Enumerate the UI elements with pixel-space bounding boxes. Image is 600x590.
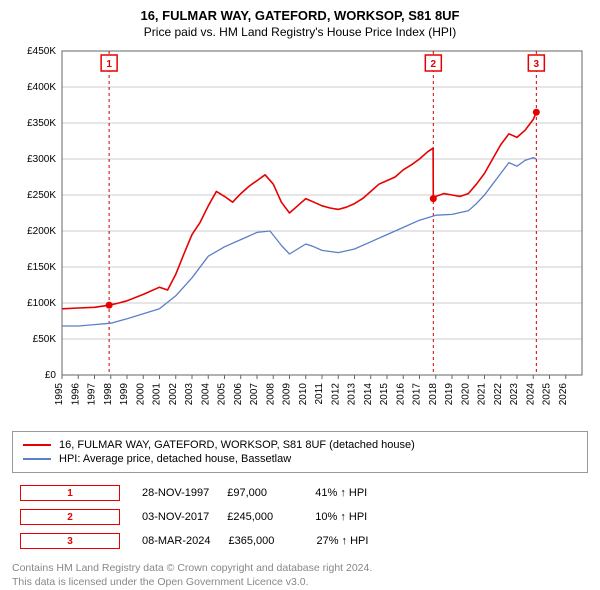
svg-text:2001: 2001 <box>152 383 163 406</box>
svg-text:2002: 2002 <box>168 383 179 406</box>
event-row: 3 08-MAR-2024 £365,000 27% ↑ HPI <box>12 529 588 553</box>
legend-swatch <box>23 444 51 446</box>
svg-text:2008: 2008 <box>265 383 276 406</box>
title-address: 16, FULMAR WAY, GATEFORD, WORKSOP, S81 8… <box>12 8 588 23</box>
svg-text:£50K: £50K <box>33 334 57 345</box>
svg-text:£100K: £100K <box>27 298 56 309</box>
svg-text:1995: 1995 <box>54 383 65 406</box>
event-list: 1 28-NOV-1997 £97,000 41% ↑ HPI 2 03-NOV… <box>12 481 588 553</box>
event-row: 2 03-NOV-2017 £245,000 10% ↑ HPI <box>12 505 588 529</box>
svg-text:1997: 1997 <box>87 383 98 406</box>
svg-text:2020: 2020 <box>460 383 471 406</box>
svg-text:£150K: £150K <box>27 262 56 273</box>
chart-titles: 16, FULMAR WAY, GATEFORD, WORKSOP, S81 8… <box>12 8 588 39</box>
svg-text:2019: 2019 <box>444 383 455 406</box>
svg-text:2005: 2005 <box>217 383 228 406</box>
svg-text:2018: 2018 <box>428 383 439 406</box>
svg-text:1996: 1996 <box>70 383 81 406</box>
event-marker-icon: 1 <box>20 485 120 501</box>
svg-text:£300K: £300K <box>27 154 56 165</box>
svg-text:2006: 2006 <box>233 383 244 406</box>
svg-text:2017: 2017 <box>412 383 423 406</box>
title-subtitle: Price paid vs. HM Land Registry's House … <box>12 25 588 39</box>
event-row: 1 28-NOV-1997 £97,000 41% ↑ HPI <box>12 481 588 505</box>
svg-text:2015: 2015 <box>379 383 390 406</box>
event-price: £97,000 <box>227 487 297 499</box>
event-date: 03-NOV-2017 <box>142 511 209 523</box>
svg-text:2023: 2023 <box>509 383 520 406</box>
svg-text:2022: 2022 <box>493 383 504 406</box>
legend-item: HPI: Average price, detached house, Bass… <box>23 452 577 466</box>
event-delta: 27% ↑ HPI <box>316 535 368 547</box>
event-date: 08-MAR-2024 <box>142 535 210 547</box>
footer-line: This data is licensed under the Open Gov… <box>12 575 588 589</box>
legend-item: 16, FULMAR WAY, GATEFORD, WORKSOP, S81 8… <box>23 438 577 452</box>
footer-line: Contains HM Land Registry data © Crown c… <box>12 561 588 575</box>
event-date: 28-NOV-1997 <box>142 487 209 499</box>
svg-text:2003: 2003 <box>184 383 195 406</box>
svg-text:2014: 2014 <box>363 383 374 406</box>
svg-text:£450K: £450K <box>27 46 56 57</box>
svg-text:2: 2 <box>431 59 437 70</box>
svg-text:2016: 2016 <box>395 383 406 406</box>
svg-text:£350K: £350K <box>27 118 56 129</box>
svg-text:3: 3 <box>534 59 540 70</box>
svg-text:2011: 2011 <box>314 383 325 405</box>
svg-text:£250K: £250K <box>27 190 56 201</box>
footer-attribution: Contains HM Land Registry data © Crown c… <box>12 561 588 589</box>
event-marker-icon: 2 <box>20 509 120 525</box>
svg-text:2026: 2026 <box>558 383 569 406</box>
svg-text:2009: 2009 <box>282 383 293 406</box>
event-price: £365,000 <box>228 535 298 547</box>
svg-text:2012: 2012 <box>330 383 341 406</box>
chart-container: 16, FULMAR WAY, GATEFORD, WORKSOP, S81 8… <box>0 0 600 590</box>
chart-svg: £0 £50K £100K £150K £200K £250K £300K £350K £400… <box>12 45 588 425</box>
event-delta: 41% ↑ HPI <box>315 487 367 499</box>
svg-text:1998: 1998 <box>103 383 114 406</box>
event-delta: 10% ↑ HPI <box>315 511 367 523</box>
svg-text:2000: 2000 <box>135 383 146 406</box>
svg-text:2010: 2010 <box>298 383 309 406</box>
svg-text:2013: 2013 <box>347 383 358 406</box>
legend-label: 16, FULMAR WAY, GATEFORD, WORKSOP, S81 8… <box>59 439 415 451</box>
chart-plot-area: £0 £50K £100K £150K £200K £250K £300K £350K £400… <box>12 45 588 425</box>
svg-text:£200K: £200K <box>27 226 56 237</box>
legend-swatch <box>23 458 51 460</box>
event-price: £245,000 <box>227 511 297 523</box>
event-marker-icon: 3 <box>20 533 120 549</box>
svg-text:£0: £0 <box>45 370 57 381</box>
svg-text:1999: 1999 <box>119 383 130 406</box>
svg-text:2021: 2021 <box>477 383 488 406</box>
svg-text:2025: 2025 <box>542 383 553 406</box>
svg-text:2024: 2024 <box>525 383 536 406</box>
svg-text:£400K: £400K <box>27 82 56 93</box>
legend: 16, FULMAR WAY, GATEFORD, WORKSOP, S81 8… <box>12 431 588 473</box>
legend-label: HPI: Average price, detached house, Bass… <box>59 453 291 465</box>
svg-text:2004: 2004 <box>200 383 211 406</box>
svg-text:1: 1 <box>106 59 112 70</box>
svg-text:2007: 2007 <box>249 383 260 406</box>
